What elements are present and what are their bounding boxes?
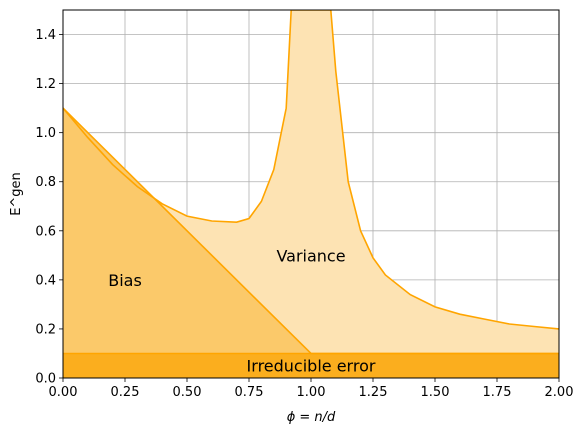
x-axis-label: ϕ = n/d	[287, 410, 336, 425]
variance-annotation: Variance	[276, 246, 345, 265]
x-tick-label: 1.50	[421, 385, 450, 400]
irreducible-error-area	[63, 353, 559, 378]
irreducible-error-annotation: Irreducible error	[247, 357, 376, 376]
y-tick-label: 0.0	[35, 372, 56, 387]
y-tick-label: 1.4	[35, 28, 56, 43]
y-tick-label: 1.0	[35, 126, 56, 141]
y-tick-label: 1.2	[35, 77, 56, 92]
total-error-line	[63, 10, 559, 330]
x-tick-label: 1.25	[359, 385, 388, 400]
x-tick-label: 1.00	[297, 385, 326, 400]
x-tick-label: 1.75	[483, 385, 512, 400]
x-axis-ticks: 0.00 0.25 0.50 0.75 1.00 1.25 1.50 1.75 2.00	[49, 378, 574, 400]
bias-area	[63, 108, 559, 354]
x-tick-label: 0.75	[235, 385, 264, 400]
y-axis-label: E^gen	[9, 172, 24, 216]
plot-area	[63, 10, 559, 378]
x-tick-label: 0.25	[111, 385, 140, 400]
y-tick-label: 0.8	[35, 175, 56, 190]
y-tick-label: 0.6	[35, 224, 56, 239]
bias-annotation: Bias	[108, 271, 142, 290]
y-tick-label: 0.4	[35, 273, 56, 288]
x-tick-label: 0.50	[173, 385, 202, 400]
y-axis-ticks: 0.0 0.2 0.4 0.6 0.8 1.0 1.2 1.4	[35, 28, 63, 387]
y-tick-label: 0.2	[35, 322, 56, 337]
x-tick-label: 0.00	[49, 385, 78, 400]
x-tick-label: 2.00	[545, 385, 574, 400]
